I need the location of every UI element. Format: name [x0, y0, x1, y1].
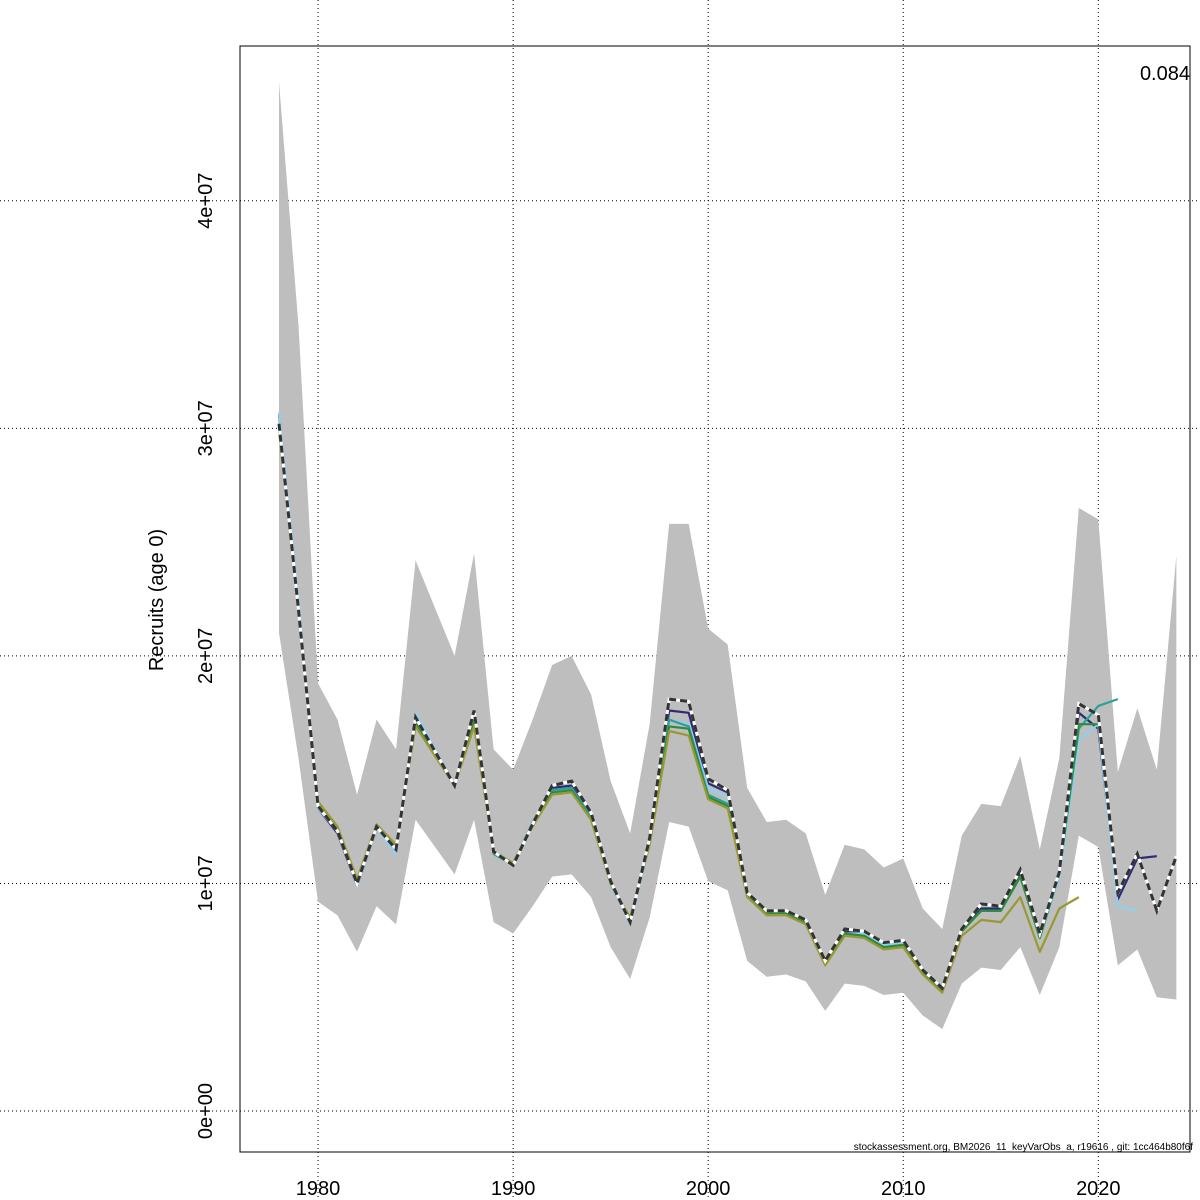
x-tick-label: 2010 — [881, 1178, 926, 1200]
confidence-band — [279, 82, 1177, 1030]
footnote: stockassessment.org, BM2026_11_keyVarObs… — [854, 1142, 1193, 1153]
x-tick-label: 2000 — [686, 1178, 731, 1200]
x-tick-label: 2020 — [1076, 1178, 1121, 1200]
y-tick-label: 2e+07 — [195, 628, 217, 684]
corner-value-label: 0.084 — [1140, 63, 1190, 85]
y-tick-label: 4e+07 — [195, 173, 217, 229]
x-tick-label: 1990 — [491, 1178, 536, 1200]
y-tick-label: 3e+07 — [195, 400, 217, 456]
series-line-base-dashed — [277, 423, 1178, 991]
y-tick-label: 0e+00 — [195, 1083, 217, 1139]
x-axis: 1980 1990 2000 2010 2020 — [296, 1178, 1121, 1200]
y-axis: 0e+00 1e+07 2e+07 3e+07 4e+07 — [195, 173, 217, 1139]
plot-frame — [239, 45, 1191, 1153]
x-tick-label: 1980 — [296, 1178, 341, 1200]
y-tick-label: 1e+07 — [195, 855, 217, 911]
series-layer — [277, 412, 1178, 994]
confidence-band-layer — [279, 82, 1177, 1030]
y-axis-label: Recruits (age 0) — [146, 529, 168, 671]
